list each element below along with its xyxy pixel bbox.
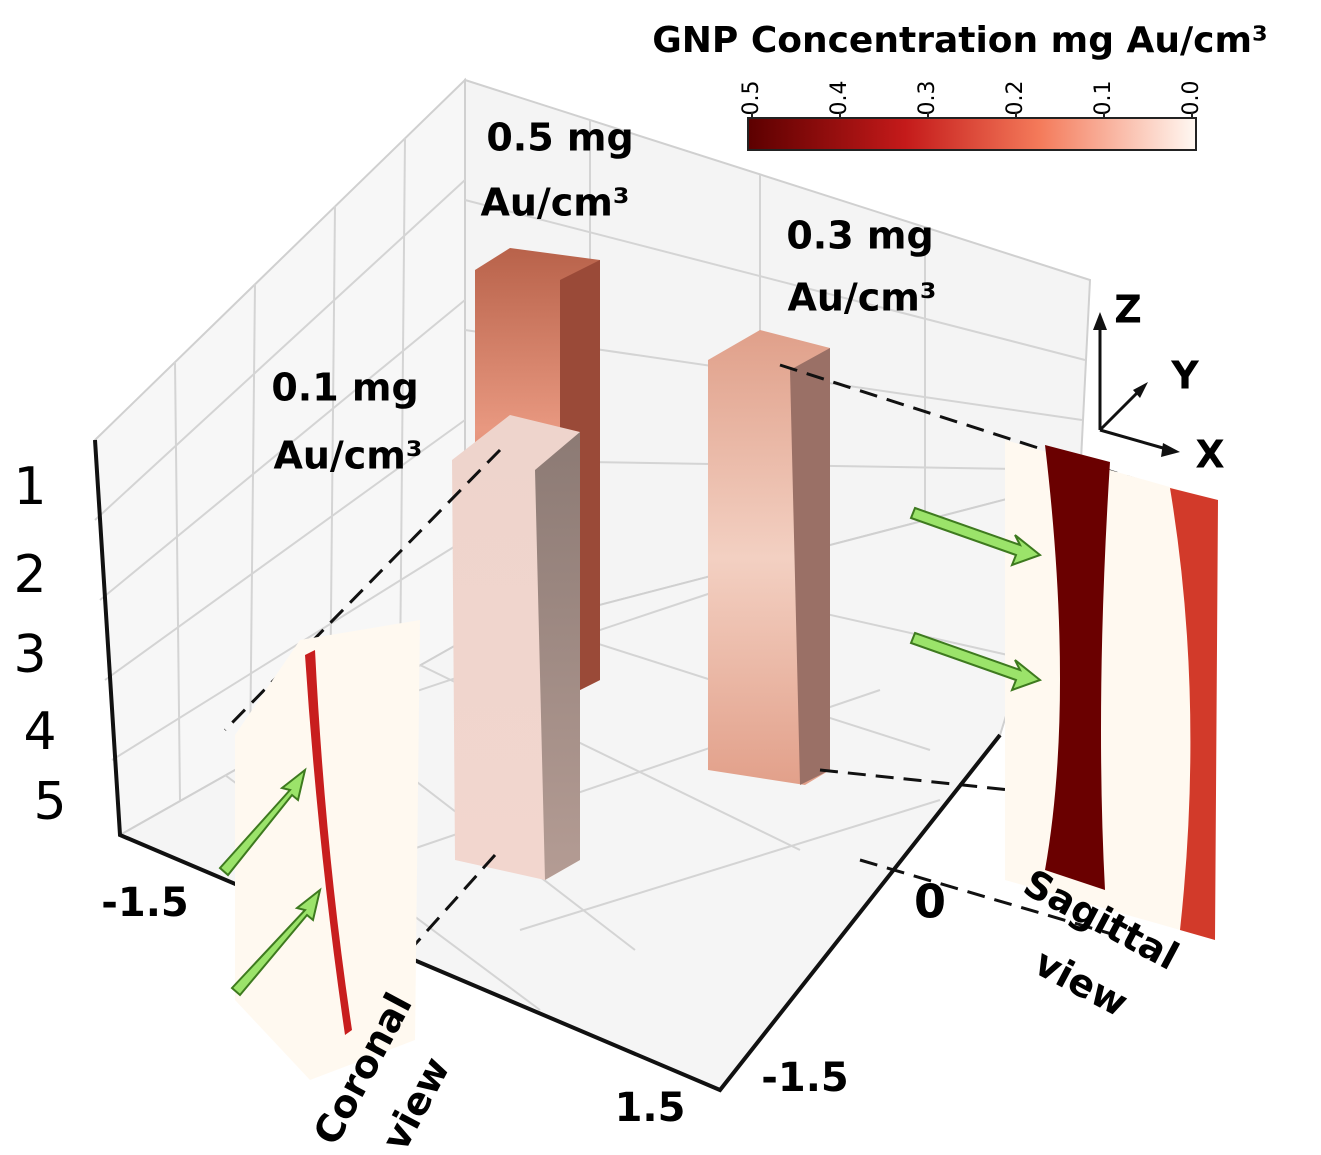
tick-label: 1 (13, 457, 46, 517)
label: Au/cm³ (273, 434, 422, 478)
colorbar-ticks: 0.5 0.4 0.3 0.2 0.1 0.0 (739, 81, 1204, 119)
colorbar-tick-label: 0.3 (915, 81, 940, 116)
axis-name: Y (1170, 354, 1199, 398)
colorbar-tick-label: 0.0 (1179, 81, 1204, 116)
colorbar-tick-label: 0.5 (739, 81, 764, 116)
axis-glyph-head (1093, 312, 1107, 330)
colorbar-tick-label: 0.2 (1003, 81, 1028, 116)
column-mid (708, 330, 830, 785)
axis-glyph-head (1161, 443, 1180, 457)
tick-label: -1.5 (761, 1055, 848, 1101)
label: Au/cm³ (480, 181, 629, 225)
axis-name: Z (1114, 288, 1142, 332)
label: 0.3 mg (786, 214, 933, 258)
axis-name: X (1195, 433, 1224, 477)
depth-ticks: 1 2 3 4 5 (13, 457, 66, 832)
colorbar (748, 118, 1196, 150)
figure: 0.5 0.4 0.3 0.2 0.1 0.0 GNP Concentration mg … (0, 0, 1321, 1151)
colorbar-tick-label: 0.1 (1091, 81, 1116, 116)
tick-label: 0 (914, 875, 946, 929)
tick-label: 5 (33, 772, 66, 832)
colorbar-tick-label: 0.4 (827, 81, 852, 116)
tick-label: 1.5 (615, 1085, 686, 1131)
label: 0.1 mg (271, 366, 418, 410)
tick-label: 2 (13, 545, 46, 605)
tick-label: 4 (23, 702, 56, 762)
tick-label: 3 (13, 625, 46, 685)
label: Au/cm³ (787, 276, 936, 320)
colorbar-title: GNP Concentration mg Au/cm³ (652, 20, 1268, 61)
tick-label: -1.5 (101, 880, 188, 926)
axis-glyph (1100, 320, 1170, 450)
column-low (452, 415, 580, 880)
label: 0.5 mg (486, 116, 633, 160)
